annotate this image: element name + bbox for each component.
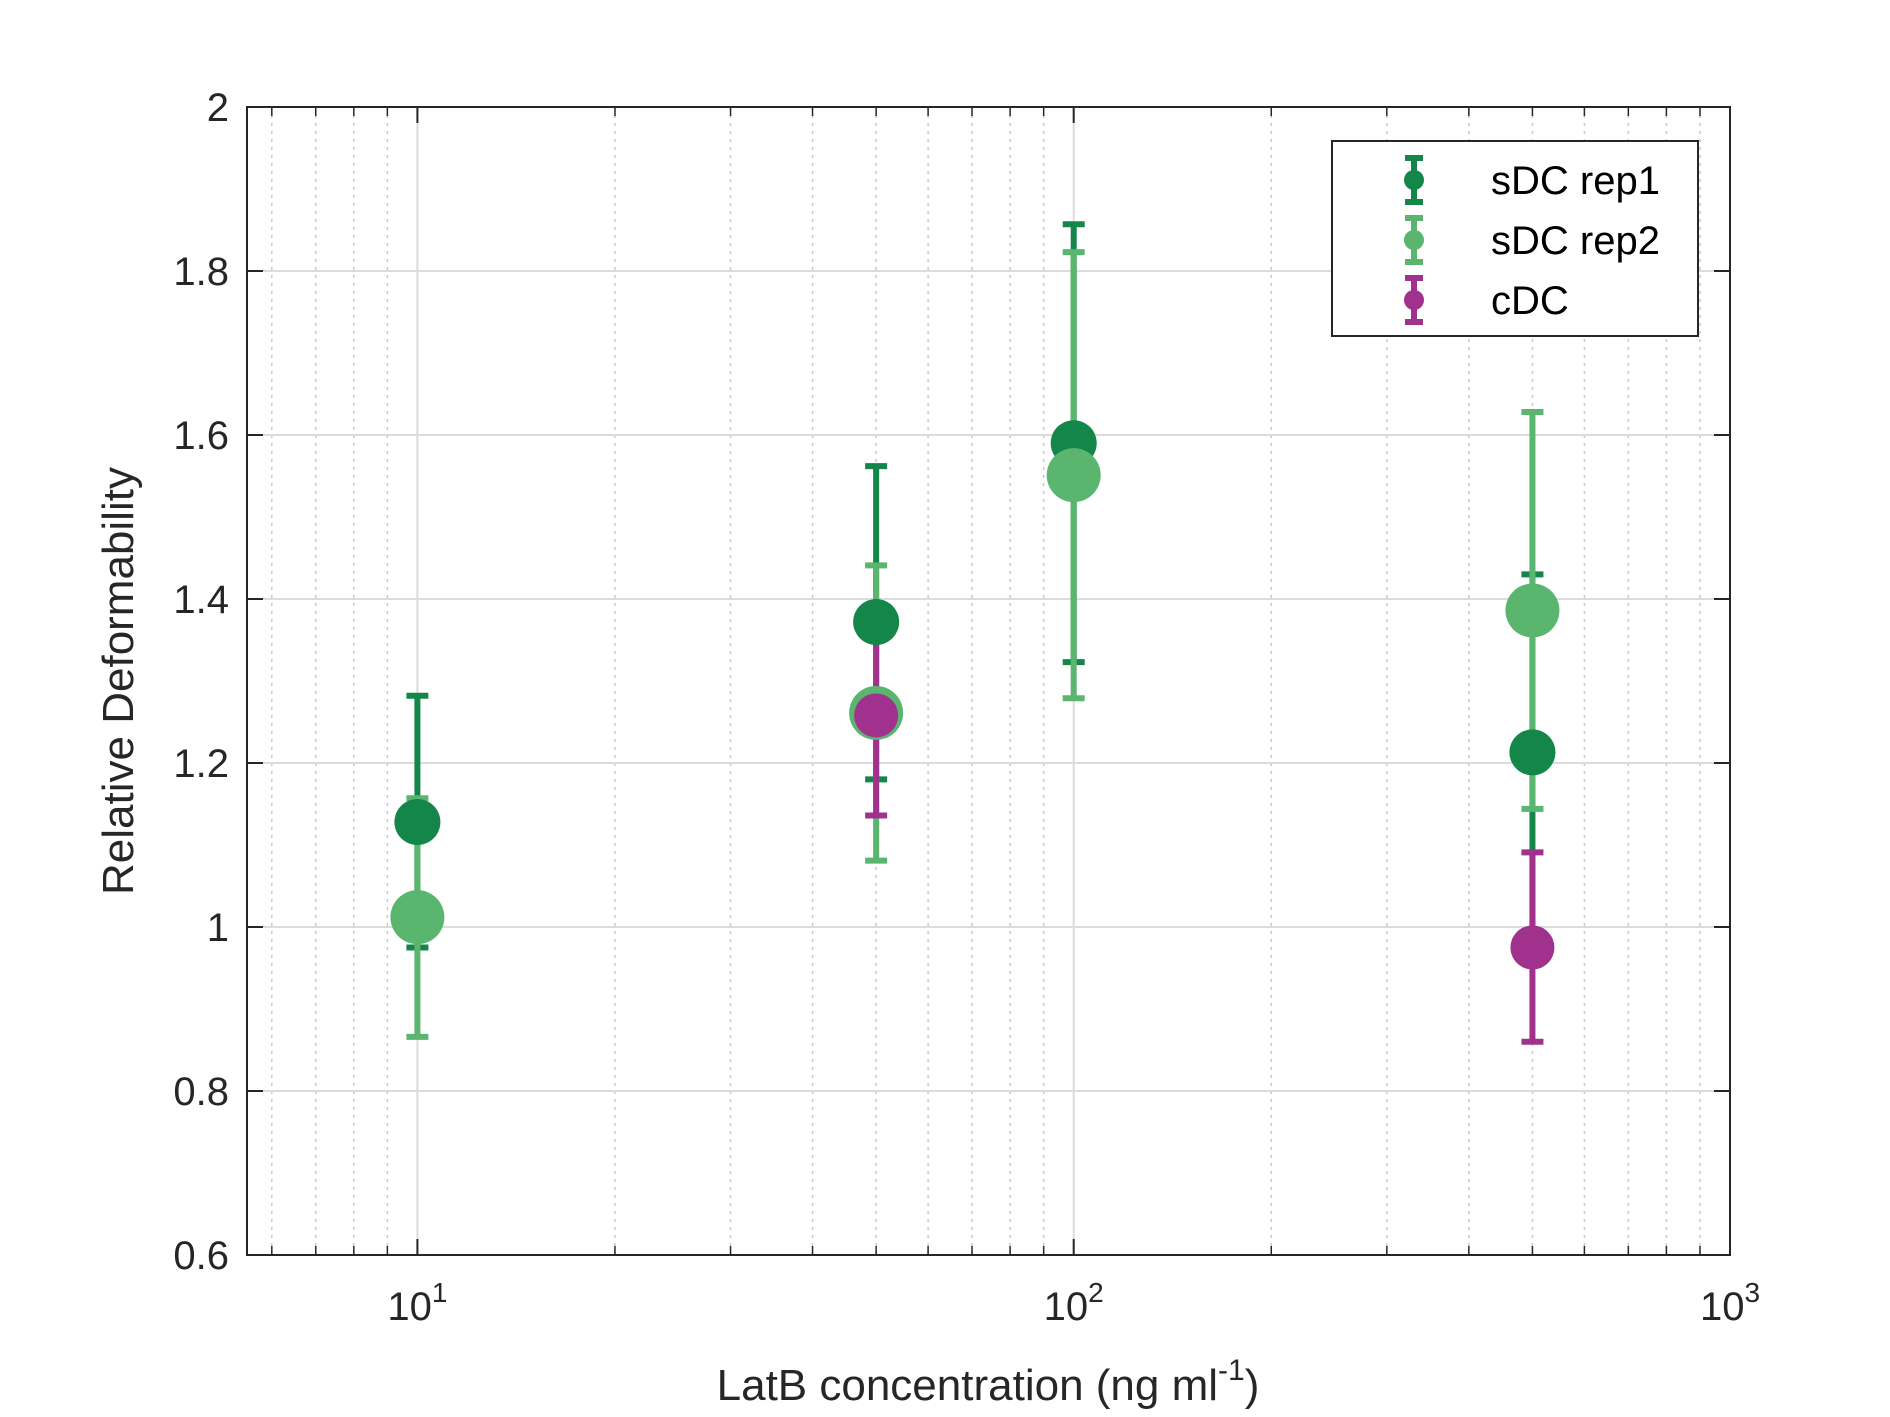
data-point <box>1046 448 1101 503</box>
y-tick-label: 1 <box>207 906 229 950</box>
x-tick-label: 103 <box>1700 1277 1760 1329</box>
data-point <box>1509 729 1556 776</box>
y-tick-label: 0.8 <box>173 1070 229 1114</box>
x-axis-label: LatB concentration (ng ml-1) <box>717 1354 1260 1410</box>
y-tick-label: 1.8 <box>173 250 229 294</box>
y-tick-label: 1.2 <box>173 742 229 786</box>
legend-marker <box>1404 230 1424 250</box>
plot-area <box>246 106 1731 1256</box>
y-tick-label: 1.6 <box>173 414 229 458</box>
y-tick-label: 0.6 <box>173 1234 229 1278</box>
legend-marker <box>1404 290 1424 310</box>
data-point <box>1505 583 1560 638</box>
x-tick-label: 102 <box>1044 1277 1104 1329</box>
x-tick-labels: 101 102 103 <box>387 1277 1760 1329</box>
markers-cdc <box>854 693 1555 970</box>
data-point <box>854 693 899 738</box>
legend-label: sDC rep2 <box>1491 219 1660 263</box>
data-point <box>394 799 441 846</box>
x-tick-label: 101 <box>387 1277 447 1329</box>
legend-label: cDC <box>1491 279 1569 323</box>
legend-label: sDC rep1 <box>1491 159 1660 203</box>
markers-sdc-rep1 <box>394 420 1556 846</box>
legend-box <box>1331 140 1699 337</box>
data-point <box>853 598 900 645</box>
y-axis-label: Relative Deformability <box>94 467 143 895</box>
data-layer <box>390 221 1560 1045</box>
data-point <box>1510 925 1555 970</box>
data-point <box>390 890 445 945</box>
legend: sDC rep1 sDC rep2 cDC <box>1331 140 1699 337</box>
y-tick-label: 2 <box>207 86 229 130</box>
axis-ticks <box>247 106 1731 1256</box>
y-tick-labels: 0.6 0.8 1 1.2 1.4 1.6 1.8 2 <box>173 86 229 1278</box>
y-tick-label: 1.4 <box>173 578 229 622</box>
legend-marker <box>1404 170 1424 190</box>
